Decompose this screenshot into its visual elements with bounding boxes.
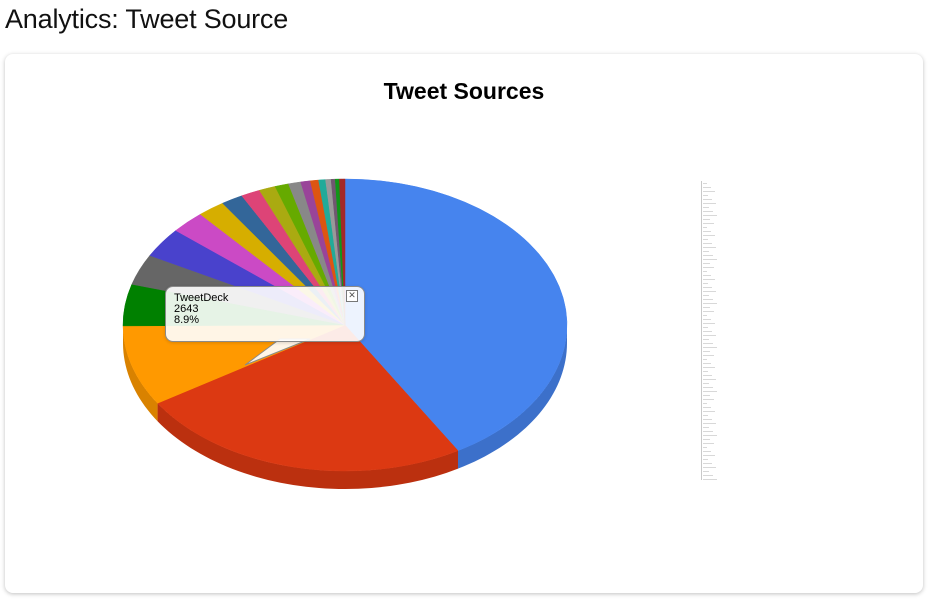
tooltip-label: TweetDeck [174,292,229,304]
legend-entry [703,351,710,352]
legend-entry [703,251,709,252]
legend-entry [703,387,713,388]
legend-entry [703,427,709,428]
legend [701,181,727,480]
legend-entry [703,279,715,280]
legend-entry [703,291,716,292]
legend-entry [703,423,716,424]
legend-entry [703,259,717,260]
legend-entry [703,359,707,360]
pie-chart [122,178,568,489]
legend-entry [703,375,712,376]
legend-entry [703,367,715,368]
legend-entry [703,219,710,220]
close-icon[interactable]: ✕ [346,290,358,302]
legend-entry [703,431,713,432]
legend-entry [703,383,709,384]
legend-entry [703,319,711,320]
legend-entry [703,287,712,288]
legend-entry [703,247,716,248]
legend-entry [703,447,707,448]
legend-entry [703,463,712,464]
slice-tooltip: TweetDeck 2643 8.9% ✕ [165,286,365,342]
legend-entry [703,315,707,316]
legend-entry [703,191,715,192]
legend-entry [703,411,715,412]
legend-entry [703,231,711,232]
pie-slice-side-1 [157,403,459,489]
legend-entry [703,399,714,400]
legend-entry [703,419,712,420]
page-title: Analytics: Tweet Source [5,4,289,34]
legend-entry [703,415,708,416]
legend-entry [703,479,717,480]
legend-ticks [701,181,717,480]
legend-entry [703,407,711,408]
legend-entry [703,207,709,208]
legend-entry [703,451,711,452]
pie-slice-side-0 [458,325,567,469]
tooltip-percent: 8.9% [174,314,200,326]
legend-entry [703,339,709,340]
legend-entry [703,295,709,296]
legend-entry [703,195,708,196]
legend-entry [703,263,710,264]
legend-entry [703,255,713,256]
legend-entry [703,187,711,188]
legend-entry [703,271,707,272]
legend-entry [703,439,710,440]
pie-slice-1[interactable] [157,324,459,472]
legend-entry [703,299,713,300]
legend-entry [703,455,715,456]
legend-entry [703,199,712,200]
legend-entry [703,379,716,380]
legend-entry [703,267,714,268]
legend-entry [703,331,712,332]
pie-slice-0[interactable] [344,178,568,451]
legend-entry [703,363,711,364]
legend-entry [703,203,716,204]
legend-entry [703,235,715,236]
legend-entry [703,311,714,312]
legend-entry [703,347,717,348]
legend-entry [703,459,708,460]
legend-entry [703,243,712,244]
legend-entry [703,323,715,324]
tooltip-value: 2643 [174,303,199,315]
legend-entry [703,475,713,476]
legend-entry [703,303,717,304]
pie-slice-side-2 [123,325,158,422]
legend-axis [701,181,702,480]
legend-entry [703,183,707,184]
legend-entry [703,467,716,468]
legend-entry [703,395,710,396]
legend-entry [703,443,714,444]
legend-entry [703,307,710,308]
chart-title: Tweet Sources [383,78,545,104]
legend-entry [703,327,708,328]
legend-entry [703,215,717,216]
legend-entry [703,435,717,436]
legend-entry [703,343,713,344]
legend-entry [703,403,707,404]
legend-entry [703,211,713,212]
legend-entry [703,371,708,372]
legend-entry [703,223,714,224]
chart-card: Tweet Sources TweetDeck 2643 8.9% ✕ [5,54,923,593]
legend-entry [703,239,708,240]
legend-entry [703,335,716,336]
legend-entry [703,227,707,228]
legend-entry [703,275,711,276]
legend-entry [703,283,708,284]
legend-entry [703,355,714,356]
legend-entry [703,391,717,392]
legend-entry [703,471,709,472]
